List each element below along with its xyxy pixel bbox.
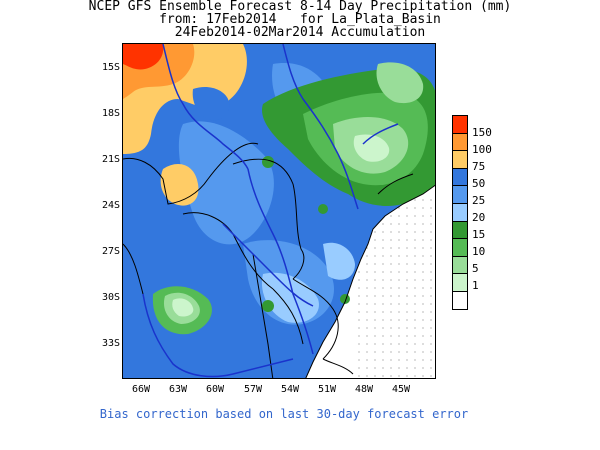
coastline — [305, 184, 435, 378]
y-tick-label: 30S — [101, 292, 120, 303]
x-tick-label: 60W — [205, 384, 225, 395]
precip-zone-20 — [323, 242, 355, 280]
legend-swatch — [452, 132, 468, 151]
precip-spot-15 — [340, 294, 350, 304]
x-tick-label: 54W — [280, 384, 300, 395]
legend-swatch — [452, 167, 468, 186]
legend-label: 150 — [472, 126, 492, 139]
legend-label: 100 — [472, 143, 492, 156]
color-legend — [452, 115, 468, 310]
legend-swatch — [452, 255, 468, 274]
country-borders — [123, 142, 414, 378]
map-subtitle-forecast-date: from: 17Feb2014 for La_Plata_Basin — [159, 12, 441, 27]
legend-swatch — [452, 273, 468, 291]
x-tick-label: 63W — [168, 384, 188, 395]
y-tick-label: 18S — [101, 108, 120, 119]
legend-swatch — [452, 238, 468, 256]
legend-swatch — [452, 290, 468, 310]
legend-swatch — [452, 185, 468, 203]
precipitation-map — [122, 43, 436, 379]
x-tick-label: 51W — [317, 384, 337, 395]
precip-zone-50-northwest — [192, 87, 230, 121]
x-tick-label: 48W — [354, 384, 374, 395]
legend-label: 50 — [472, 177, 486, 190]
legend-swatch — [452, 220, 468, 239]
precip-zone-75 — [160, 164, 199, 206]
precip-zone-20 — [261, 272, 319, 323]
legend-label: 25 — [472, 194, 486, 207]
x-tick-label: 57W — [243, 384, 263, 395]
y-tick-label: 15S — [101, 62, 120, 73]
legend-label: 75 — [472, 160, 486, 173]
x-tick-label: 45W — [391, 384, 411, 395]
map-canvas — [123, 44, 435, 378]
map-subtitle-accumulation-period: 24Feb2014-02Mar2014 Accumulation — [174, 25, 426, 40]
legend-label: 10 — [472, 245, 486, 258]
precip-spot-15 — [318, 204, 328, 214]
legend-label: 1 — [472, 279, 479, 292]
legend-swatch — [452, 115, 468, 133]
map-title: NCEP GFS Ensemble Forecast 8-14 Day Prec… — [88, 0, 512, 14]
bias-correction-note: Bias correction based on last 30-day for… — [99, 407, 469, 421]
x-tick-label: 66W — [131, 384, 151, 395]
precip-zone-1-southwest — [172, 298, 194, 317]
y-tick-label: 21S — [101, 154, 120, 165]
precip-zone-150 — [123, 44, 164, 70]
legend-swatch — [452, 150, 468, 168]
river-network — [142, 44, 399, 378]
precip-zone-1 — [353, 134, 390, 162]
legend-label: 20 — [472, 211, 486, 224]
y-tick-label: 27S — [101, 246, 120, 257]
y-tick-label: 24S — [101, 200, 120, 211]
precip-spot-15 — [262, 156, 274, 168]
precip-zone-5 — [376, 62, 424, 104]
legend-label: 5 — [472, 262, 479, 275]
legend-label: 15 — [472, 228, 486, 241]
legend-swatch — [452, 202, 468, 221]
y-tick-label: 33S — [101, 338, 120, 349]
precip-spot-15 — [262, 300, 274, 312]
